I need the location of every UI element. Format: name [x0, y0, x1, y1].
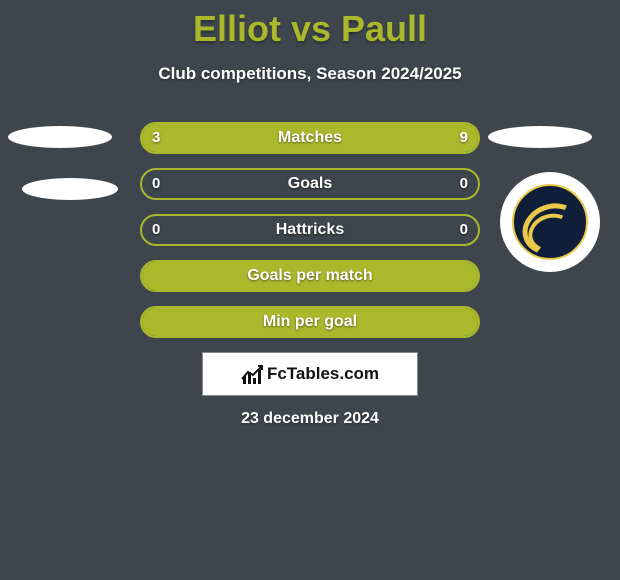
- stat-label: Hattricks: [142, 216, 478, 244]
- stat-row: Goals per match: [140, 260, 480, 292]
- stat-row: 00Goals: [140, 168, 480, 200]
- right-club-badge: [500, 172, 600, 272]
- brand-text: FcTables.com: [267, 364, 379, 384]
- left-club-avatar: [22, 178, 118, 200]
- brand-chart-icon: [241, 364, 263, 384]
- brand-box[interactable]: FcTables.com: [202, 352, 418, 396]
- subtitle: Club competitions, Season 2024/2025: [0, 64, 620, 84]
- right-player-avatar: [488, 126, 592, 148]
- club-badge-inner: [512, 184, 588, 260]
- stat-row: 39Matches: [140, 122, 480, 154]
- stats-column: 39Matches 00Goals 00Hattricks Goals per mat…: [140, 122, 480, 352]
- stat-row: Min per goal: [140, 306, 480, 338]
- stat-label: Matches: [142, 124, 478, 152]
- stat-label: Goals: [142, 170, 478, 198]
- left-player-avatar: [8, 126, 112, 148]
- date-text: 23 december 2024: [0, 410, 620, 428]
- stat-row: 00Hattricks: [140, 214, 480, 246]
- page-title: Elliot vs Paull: [0, 0, 620, 50]
- stat-label: Min per goal: [142, 308, 478, 336]
- stat-label: Goals per match: [142, 262, 478, 290]
